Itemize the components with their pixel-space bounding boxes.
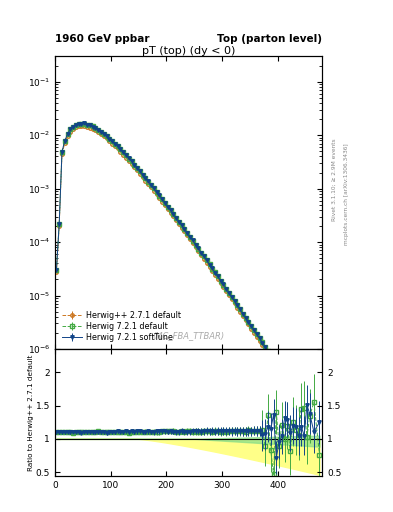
Y-axis label: Ratio to Herwig++ 2.7.1 default: Ratio to Herwig++ 2.7.1 default (28, 354, 35, 471)
Text: (MC_FBA_TTBAR): (MC_FBA_TTBAR) (152, 331, 225, 340)
Text: 1960 GeV ppbar: 1960 GeV ppbar (55, 33, 149, 44)
Legend: Herwig++ 2.7.1 default, Herwig 7.2.1 default, Herwig 7.2.1 softTune: Herwig++ 2.7.1 default, Herwig 7.2.1 def… (59, 307, 184, 345)
Text: Rivet 3.1.10; ≥ 2.9M events: Rivet 3.1.10; ≥ 2.9M events (332, 138, 337, 221)
Text: Top (parton level): Top (parton level) (217, 33, 322, 44)
Title: pT (top) (dy < 0): pT (top) (dy < 0) (142, 46, 235, 55)
Text: mcplots.cern.ch [arXiv:1306.3436]: mcplots.cern.ch [arXiv:1306.3436] (344, 144, 349, 245)
